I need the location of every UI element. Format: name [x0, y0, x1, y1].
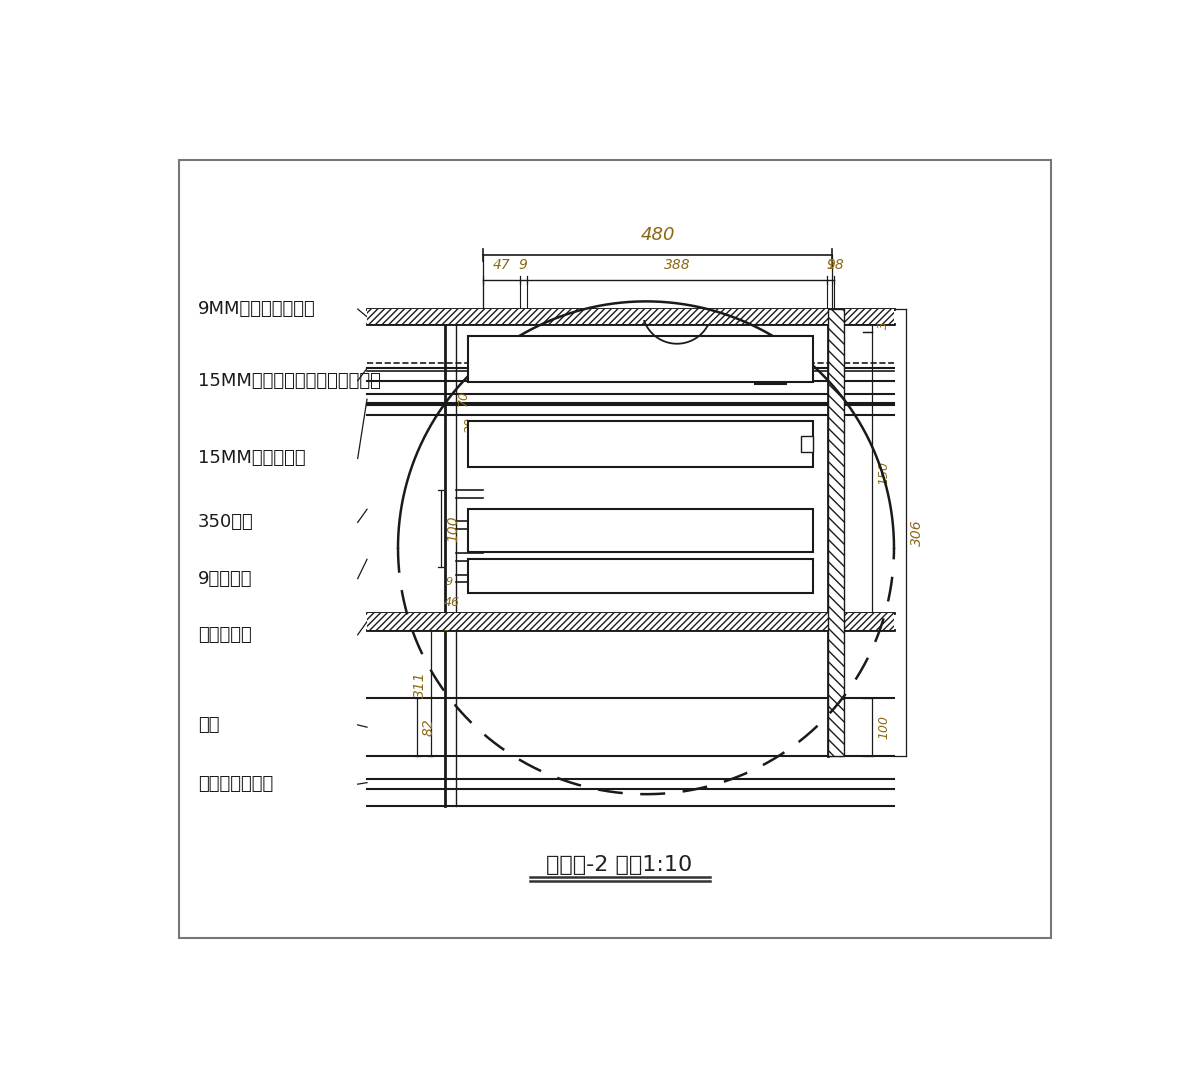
Text: 311: 311 — [413, 671, 427, 698]
Bar — [468, 421, 812, 467]
Text: 15MM大芯板抽屉: 15MM大芯板抽屉 — [198, 449, 306, 467]
Text: 9MM大芯板抽屉框架: 9MM大芯板抽屉框架 — [198, 300, 316, 318]
Text: 18: 18 — [439, 615, 454, 625]
Text: 100: 100 — [877, 715, 890, 739]
Text: 18: 18 — [858, 615, 874, 628]
Text: 46: 46 — [444, 596, 461, 609]
Text: 大样图-2 比例1:10: 大样图-2 比例1:10 — [546, 855, 692, 875]
Text: 踢脚: 踢脚 — [198, 716, 220, 734]
Bar — [828, 309, 844, 755]
Bar — [802, 436, 812, 451]
Text: 15MM大芯板抽屉＜三厘板饰面＞: 15MM大芯板抽屉＜三厘板饰面＞ — [198, 372, 380, 390]
Text: 306: 306 — [910, 520, 924, 546]
Text: 9: 9 — [445, 577, 452, 587]
Text: 350轨道: 350轨道 — [198, 513, 254, 532]
Text: 8: 8 — [443, 623, 450, 633]
Bar — [367, 309, 894, 325]
Bar — [468, 559, 812, 594]
Text: 100: 100 — [446, 515, 461, 541]
Bar — [468, 336, 812, 383]
Text: 抽屉实木线收口: 抽屉实木线收口 — [198, 775, 274, 794]
Text: 9厘板背板: 9厘板背板 — [198, 570, 252, 588]
Text: 20: 20 — [463, 416, 476, 433]
Text: 70: 70 — [457, 389, 469, 405]
Text: 9: 9 — [827, 258, 835, 272]
Text: 47: 47 — [492, 258, 510, 272]
Text: 9: 9 — [518, 258, 528, 272]
Text: 388: 388 — [664, 258, 690, 272]
Text: 150: 150 — [877, 461, 890, 485]
Text: 大芯板层板: 大芯板层板 — [198, 626, 252, 644]
Bar — [367, 613, 894, 630]
Text: 480: 480 — [641, 226, 674, 245]
Text: 82: 82 — [422, 717, 436, 736]
Bar — [468, 510, 812, 551]
Text: 18: 18 — [827, 258, 845, 272]
Text: 34: 34 — [877, 313, 890, 328]
